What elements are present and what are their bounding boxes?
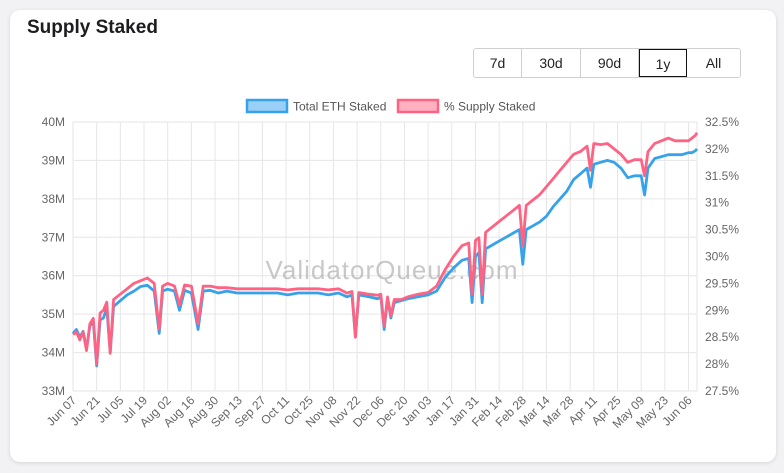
legend-item-percent-supply-staked-swatch[interactable] <box>396 98 440 114</box>
y-right-tick-label: 31% <box>705 196 729 210</box>
y-right-tick-label: 30% <box>705 250 729 264</box>
supply-staked-card <box>10 10 776 462</box>
series-line-total-eth-staked <box>71 147 699 368</box>
y-left-tick-label: 40M <box>42 115 65 129</box>
series-line-percent-supply-staked <box>72 132 699 366</box>
chart-legend: Total ETH Staked % Supply Staked <box>245 98 535 114</box>
legend-item-total-eth-staked-swatch[interactable] <box>245 98 289 114</box>
y-right-tick-label: 29% <box>705 303 729 317</box>
legend-item-percent-supply-staked-label[interactable]: % Supply Staked <box>444 100 535 114</box>
range-button-30d[interactable]: 30d <box>522 49 581 77</box>
y-left-tick-label: 33M <box>42 384 65 398</box>
y-right-tick-label: 29.5% <box>705 276 739 290</box>
y-left-tick-label: 37M <box>42 230 65 244</box>
y-right-tick-label: 32% <box>705 142 729 156</box>
y-left-tick-label: 35M <box>42 307 65 321</box>
chart-grid <box>72 121 698 392</box>
range-button-7d[interactable]: 7d <box>474 49 522 77</box>
y-left-tick-label: 34M <box>42 346 65 360</box>
y-left-tick-label: 38M <box>42 192 65 206</box>
y-right-tick-label: 30.5% <box>705 223 739 237</box>
y-right-tick-label: 28% <box>705 357 729 371</box>
card-title: Supply Staked <box>27 17 158 38</box>
range-selector: 7d 30d 90d 1y All <box>473 48 741 78</box>
y-right-tick-label: 32.5% <box>705 115 739 129</box>
y-right-tick-label: 28.5% <box>705 330 739 344</box>
y-left-tick-label: 36M <box>42 269 65 283</box>
y-left-tick-label: 39M <box>42 153 65 167</box>
y-right-tick-label: 27.5% <box>705 384 739 398</box>
range-button-90d[interactable]: 90d <box>581 49 639 77</box>
chart-series <box>71 132 699 368</box>
range-button-1y[interactable]: 1y <box>639 49 687 77</box>
legend-item-total-eth-staked-label[interactable]: Total ETH Staked <box>293 100 386 114</box>
range-button-all[interactable]: All <box>687 49 740 77</box>
y-right-tick-label: 31.5% <box>705 169 739 183</box>
